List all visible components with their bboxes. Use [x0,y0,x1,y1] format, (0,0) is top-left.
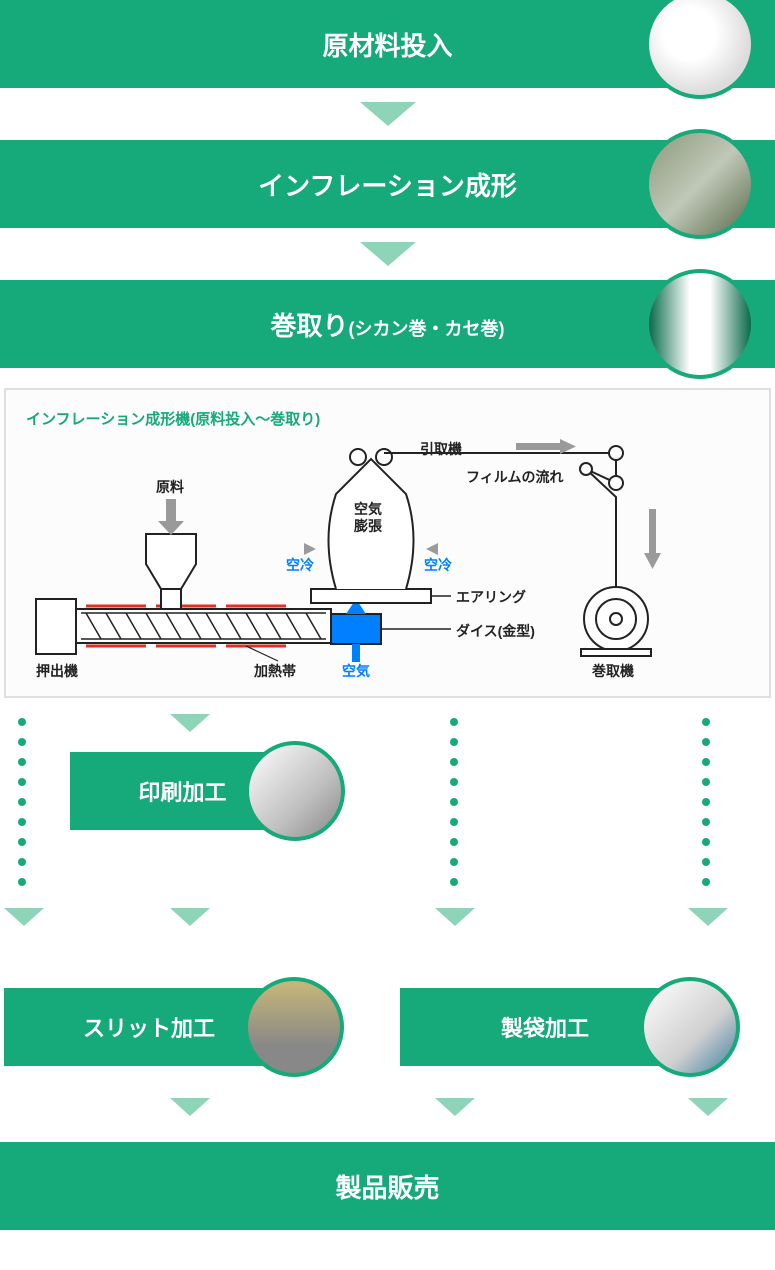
arrow-down-icon [4,908,44,926]
process-bag-label: 製袋加工 [501,1011,589,1043]
dots-col-left [18,718,26,886]
arrow-down-icon [688,1098,728,1116]
arrow-down-icon [170,714,210,732]
arrow-row-final [0,1098,775,1132]
process-bag-image [640,977,740,1077]
arrow-down-icon [170,1098,210,1116]
process-slit: スリット加工 [4,988,294,1066]
step1-title: 原材料投入 [322,26,452,63]
step3-image [645,269,755,379]
diagram-body: 原料 押出機 加熱帯 空気 ダイス(金型) エアリング 空冷 空冷 空気 膨張 … [26,439,749,699]
step3-sub: (シカン巻・カセ巻) [349,319,505,339]
process-print-image [245,741,345,841]
arrow-down-icon [435,1098,475,1116]
process-slit-label: スリット加工 [83,1011,215,1043]
step2-title: インフレーション成形 [258,166,517,203]
dots-col-right [702,718,710,886]
sale-title: 製品販売 [335,1168,439,1205]
arrow-row [0,908,775,938]
process-slit-image [244,977,344,1077]
step-raw-material: 原材料投入 [0,0,775,88]
arrow-down-icon [170,908,210,926]
diagram-title: インフレーション成形機(原料投入～巻取り) [26,408,749,429]
step2-image [645,129,755,239]
arrow-down-icon [435,908,475,926]
step-product-sale: 製品販売 [0,1142,775,1230]
dots-col-mid [450,718,458,886]
step1-image [645,0,755,99]
arrow-down-icon [360,242,416,266]
arrow-down-icon [688,908,728,926]
inflation-diagram: インフレーション成形機(原料投入～巻取り) [4,388,771,698]
process-print: 印刷加工 [70,752,295,830]
step-winding: 巻取り(シカン巻・カセ巻) [0,280,775,368]
step3-title: 巻取り [270,311,348,341]
step-inflation-forming: インフレーション成形 [0,140,775,228]
arrow-down-icon [360,102,416,126]
process-bag: 製袋加工 [400,988,690,1066]
process-print-label: 印刷加工 [138,775,226,807]
branch-section: 印刷加工 [0,708,775,908]
